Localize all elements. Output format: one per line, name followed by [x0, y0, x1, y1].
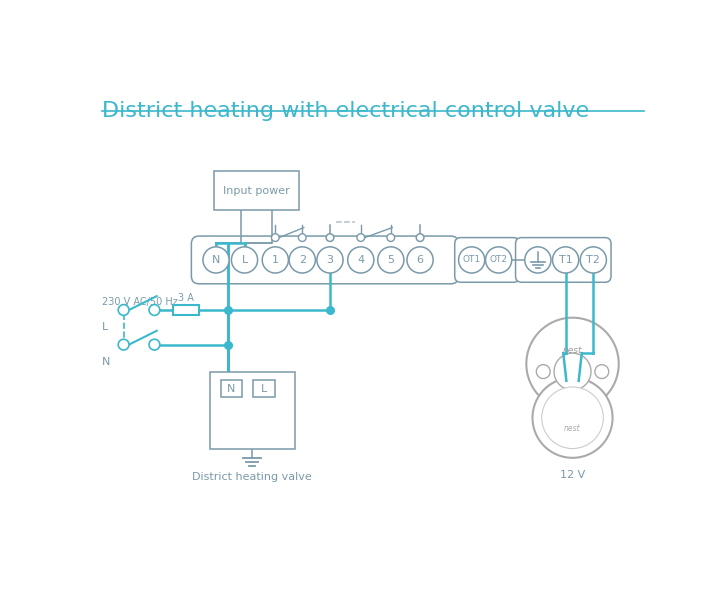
Circle shape	[272, 234, 279, 241]
Text: 3: 3	[326, 255, 333, 265]
Circle shape	[149, 339, 160, 350]
Circle shape	[262, 247, 288, 273]
Text: 12 V: 12 V	[560, 470, 585, 480]
Circle shape	[203, 247, 229, 273]
Circle shape	[378, 247, 404, 273]
Circle shape	[595, 365, 609, 378]
Circle shape	[542, 387, 604, 448]
Circle shape	[317, 247, 343, 273]
Circle shape	[326, 234, 334, 241]
Circle shape	[348, 247, 374, 273]
Text: N: N	[212, 255, 220, 265]
Text: L: L	[242, 255, 248, 265]
Circle shape	[526, 318, 619, 410]
Text: 4: 4	[357, 255, 364, 265]
Circle shape	[387, 234, 395, 241]
Text: N: N	[102, 356, 111, 366]
Text: nest: nest	[563, 346, 582, 355]
FancyBboxPatch shape	[515, 238, 611, 282]
Circle shape	[289, 247, 315, 273]
Text: District heating with electrical control valve: District heating with electrical control…	[102, 100, 589, 121]
FancyBboxPatch shape	[563, 388, 582, 402]
Circle shape	[486, 247, 512, 273]
Text: 230 V AC/50 Hz: 230 V AC/50 Hz	[102, 297, 178, 307]
Bar	[215, 172, 299, 210]
Bar	[210, 372, 295, 448]
Circle shape	[357, 234, 365, 241]
FancyBboxPatch shape	[455, 238, 519, 282]
Text: L: L	[261, 384, 267, 393]
Circle shape	[232, 247, 258, 273]
Circle shape	[553, 247, 579, 273]
Circle shape	[532, 378, 612, 458]
Circle shape	[407, 247, 433, 273]
Bar	[221, 380, 242, 397]
Text: nest: nest	[564, 424, 581, 433]
Circle shape	[554, 353, 591, 390]
Text: N: N	[227, 384, 236, 393]
Text: 1: 1	[272, 255, 279, 265]
Text: Input power: Input power	[223, 186, 290, 195]
Circle shape	[459, 247, 485, 273]
Circle shape	[580, 247, 606, 273]
Bar	[253, 380, 274, 397]
Circle shape	[416, 234, 424, 241]
Text: District heating valve: District heating valve	[192, 472, 312, 482]
Circle shape	[298, 234, 306, 241]
Text: OT2: OT2	[490, 255, 507, 264]
Text: L: L	[102, 322, 108, 332]
Circle shape	[525, 247, 551, 273]
Text: 5: 5	[387, 255, 395, 265]
Text: OT1: OT1	[462, 255, 480, 264]
Circle shape	[118, 305, 129, 315]
Circle shape	[537, 365, 550, 378]
Text: 3 A: 3 A	[178, 293, 194, 303]
Circle shape	[118, 339, 129, 350]
Circle shape	[149, 305, 160, 315]
Text: T2: T2	[586, 255, 601, 265]
FancyBboxPatch shape	[191, 236, 459, 284]
Text: 2: 2	[298, 255, 306, 265]
Text: 6: 6	[416, 255, 424, 265]
Text: T1: T1	[558, 255, 572, 265]
Bar	[173, 305, 199, 315]
